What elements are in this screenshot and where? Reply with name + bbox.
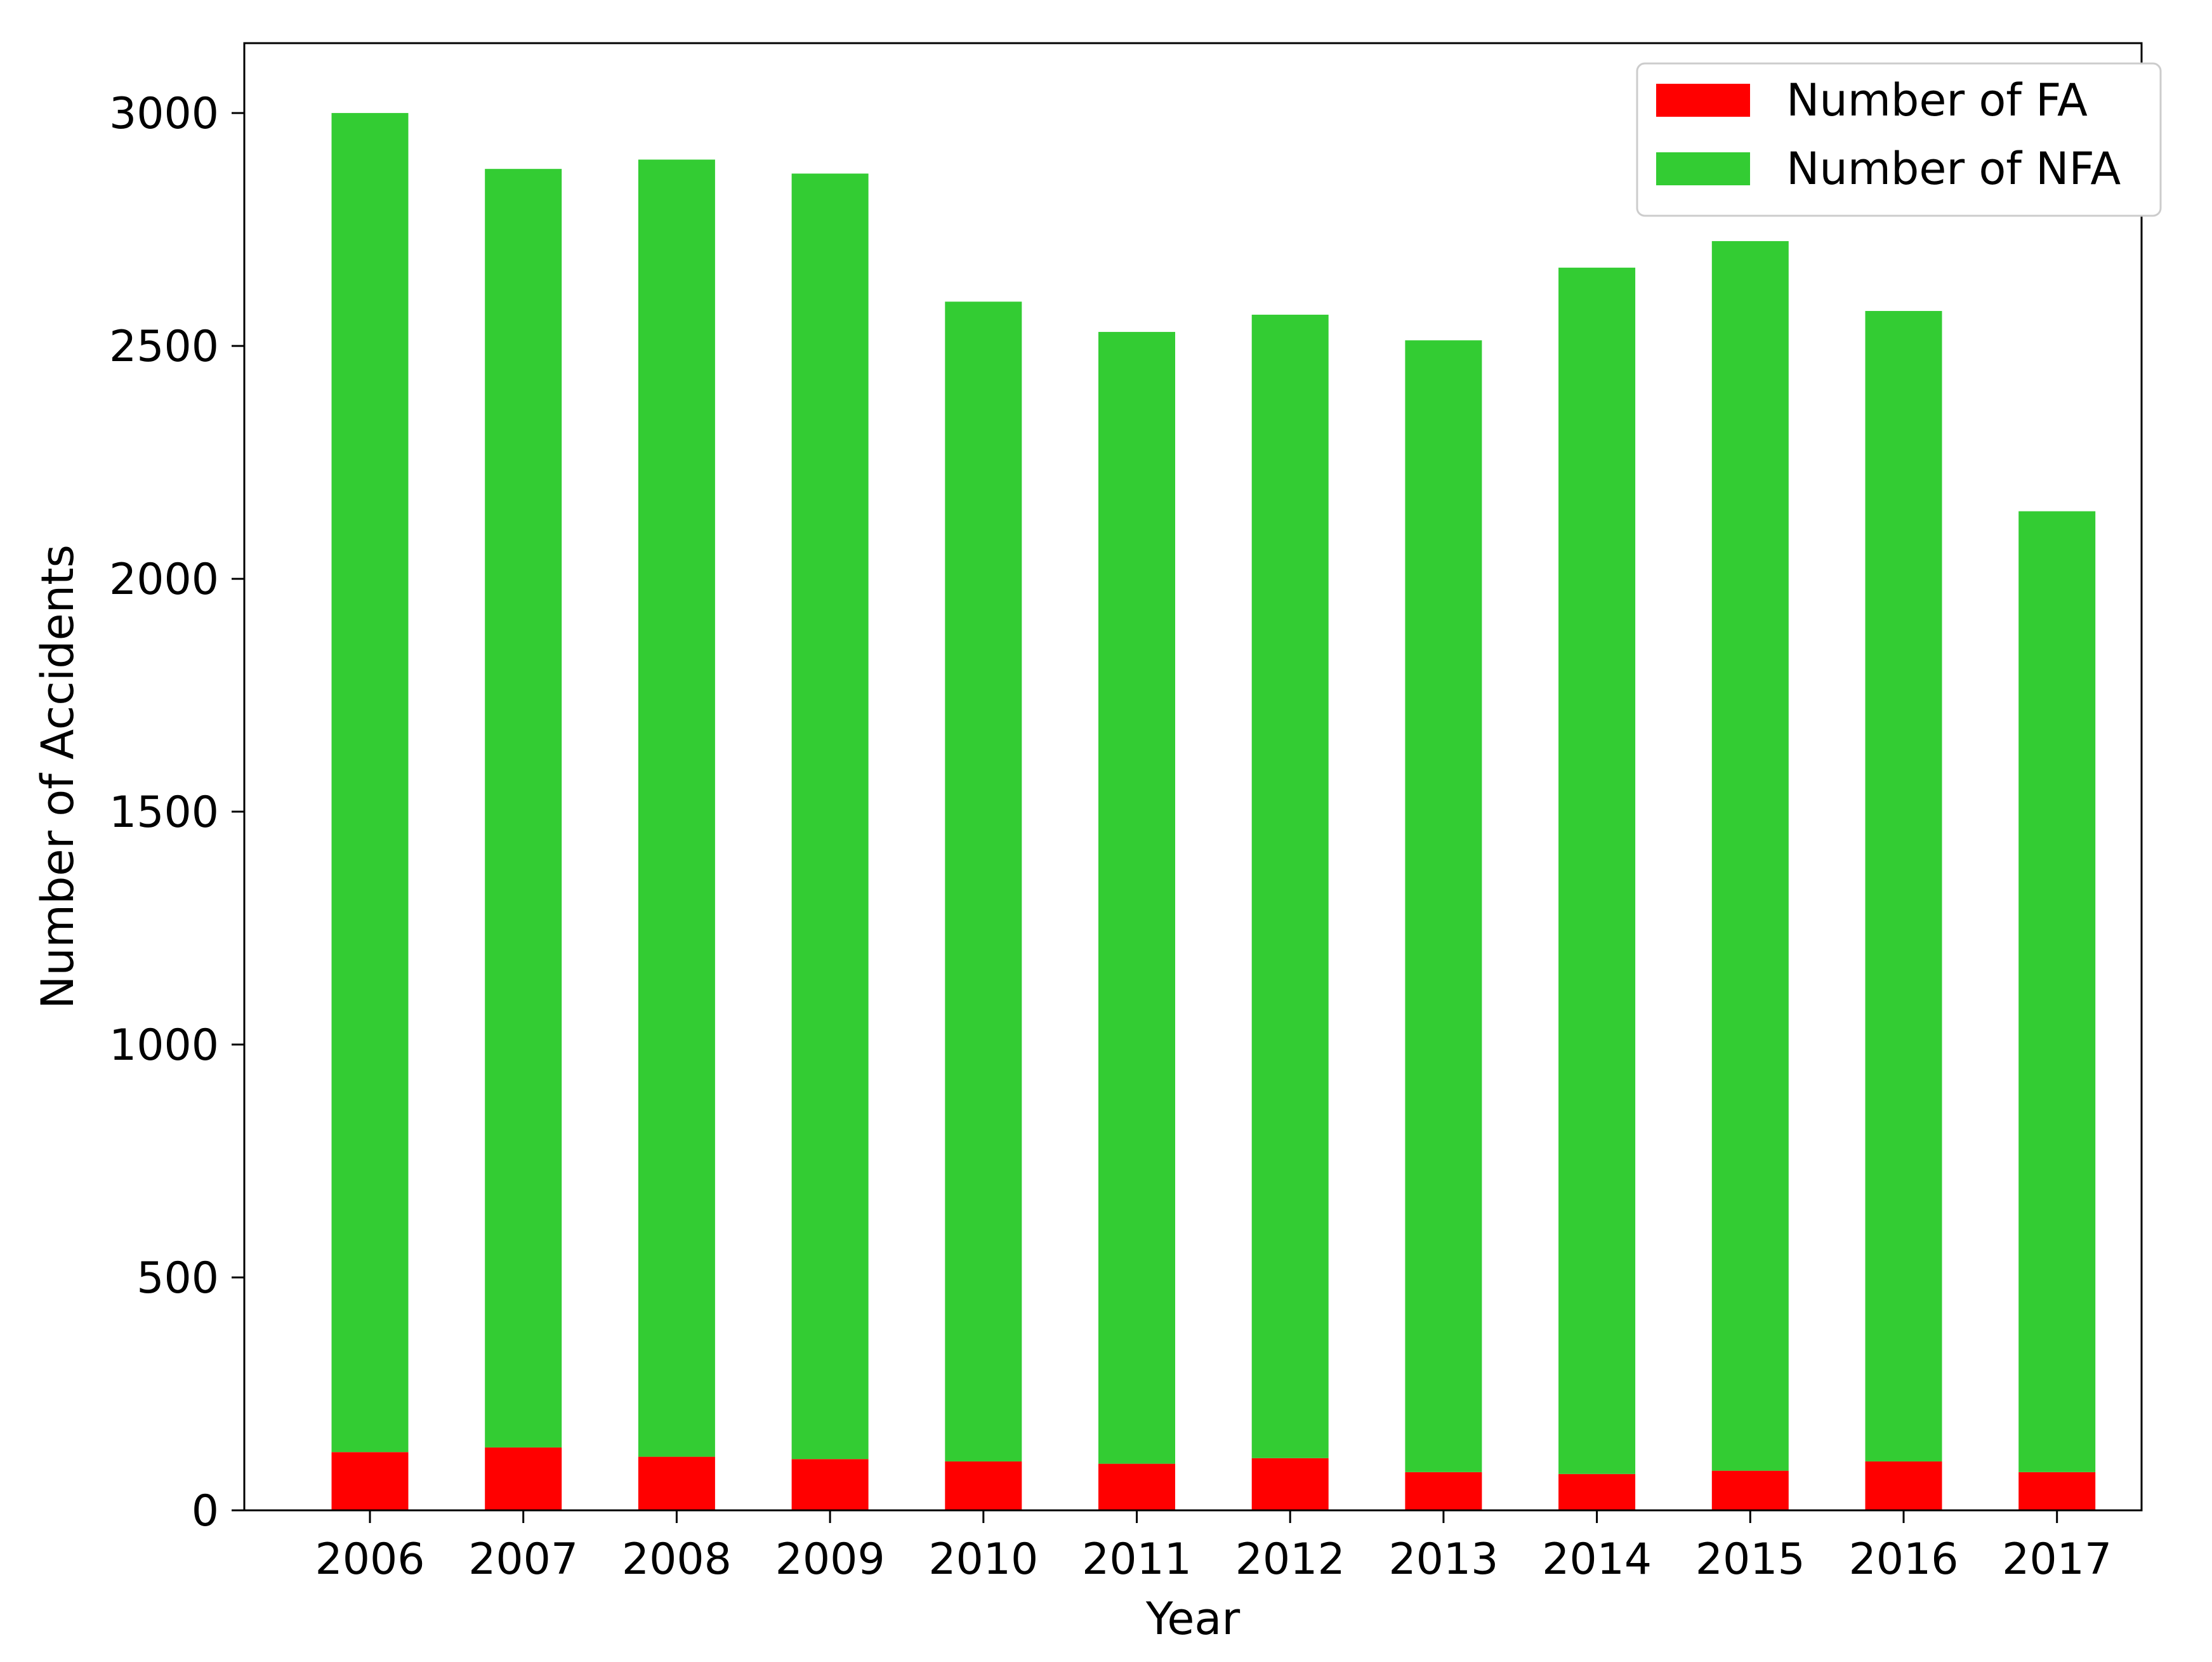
bar-fa-2011: [1098, 1463, 1175, 1510]
bar-nfa-2006: [331, 113, 409, 1453]
x-tick-label-2013: 2013: [1388, 1534, 1498, 1585]
x-tick-label-2010: 2010: [928, 1534, 1038, 1585]
bar-fa-2007: [485, 1447, 562, 1510]
bar-nfa-2011: [1098, 332, 1175, 1464]
y-tick-label-2500: 2500: [109, 322, 219, 372]
y-tick-label-1000: 1000: [109, 1020, 219, 1071]
bars-group: [331, 113, 2096, 1510]
bar-nfa-2009: [791, 173, 869, 1460]
x-tick-label-2012: 2012: [1235, 1534, 1345, 1585]
y-tick-label-500: 500: [136, 1253, 219, 1303]
bar-fa-2016: [1865, 1461, 1942, 1510]
bar-nfa-2012: [1251, 314, 1329, 1458]
bar-fa-2006: [331, 1452, 409, 1510]
bar-fa-2008: [638, 1456, 715, 1510]
legend-box: [1636, 62, 2162, 217]
x-tick-label-2016: 2016: [1848, 1534, 1958, 1585]
bar-fa-2012: [1251, 1458, 1329, 1510]
y-tick-label-2000: 2000: [109, 555, 219, 605]
y-tick-label-0: 0: [192, 1486, 219, 1536]
bar-fa-2014: [1558, 1474, 1636, 1510]
bar-fa-2010: [945, 1461, 1022, 1510]
bar-fa-2017: [2018, 1472, 2096, 1510]
x-axis: 2006 2007 2008 2009 2010 2011 2012 2013 2014 2015…: [315, 1510, 2112, 1585]
x-axis-label: Year: [1145, 1593, 1240, 1645]
legend: Number of FA Number of NFA: [1636, 62, 2162, 217]
bar-fa-2015: [1711, 1470, 1789, 1510]
bar-nfa-2016: [1865, 311, 1942, 1461]
bar-nfa-2013: [1405, 340, 1482, 1472]
y-axis: 0 500 1000 1500 2000 2500 3000: [109, 89, 244, 1536]
legend-label-nfa: Number of NFA: [1786, 143, 2121, 195]
x-tick-label-2017: 2017: [2002, 1534, 2112, 1585]
x-tick-label-2006: 2006: [315, 1534, 425, 1585]
x-tick-label-2007: 2007: [468, 1534, 578, 1585]
legend-swatch-nfa: [1656, 152, 1750, 185]
x-tick-label-2008: 2008: [622, 1534, 732, 1585]
plot-frame: [243, 42, 2143, 1512]
bar-nfa-2008: [638, 159, 715, 1457]
bar-nfa-2007: [485, 169, 562, 1448]
x-tick-label-2011: 2011: [1082, 1534, 1192, 1585]
bar-fa-2013: [1405, 1472, 1482, 1510]
bar-fa-2009: [791, 1459, 869, 1510]
legend-label-fa: Number of FA: [1786, 74, 2088, 126]
legend-swatch-fa: [1656, 84, 1750, 117]
bar-nfa-2014: [1558, 267, 1636, 1474]
x-tick-label-2015: 2015: [1695, 1534, 1805, 1585]
bar-nfa-2010: [945, 301, 1022, 1461]
bar-nfa-2017: [2018, 511, 2096, 1472]
y-tick-label-3000: 3000: [109, 89, 219, 139]
bar-nfa-2015: [1711, 241, 1789, 1471]
x-tick-label-2009: 2009: [775, 1534, 885, 1585]
y-axis-label: Number of Accidents: [32, 544, 84, 1009]
x-tick-label-2014: 2014: [1542, 1534, 1652, 1585]
y-tick-label-1500: 1500: [109, 788, 219, 838]
